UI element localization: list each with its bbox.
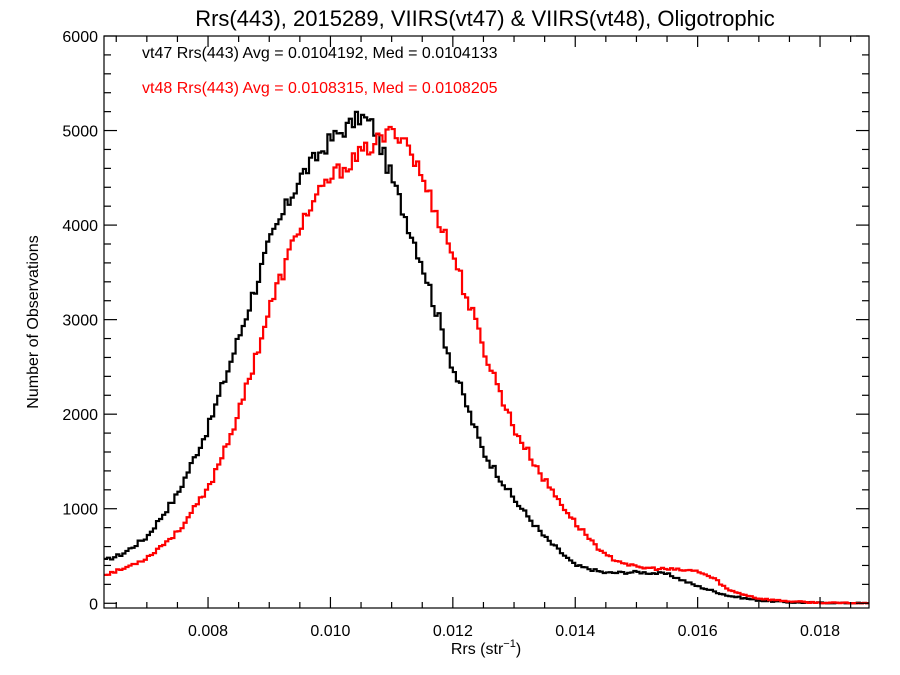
annotation-vt47: vt47 Rrs(443) Avg = 0.0104192, Med = 0.0… [142,45,498,62]
x-tick-label: 0.018 [800,623,840,640]
x-tick-label: 0.012 [433,623,473,640]
y-tick-label: 4000 [62,218,98,235]
annotation-vt48: vt48 Rrs(443) Avg = 0.0108315, Med = 0.0… [142,80,498,97]
series-line-vt47 [104,110,869,605]
tick-layer: 0.008 0.010 0.012 0.014 0.016 0.018 0 1000 2000 3… [62,29,869,640]
y-tick-label: 3000 [62,313,98,330]
x-tick-label: 0.008 [188,623,228,640]
series-layer [104,110,869,605]
x-tick-label: 0.016 [678,623,718,640]
y-tick-label: 0 [89,596,98,613]
x-tick-label: 0.014 [555,623,595,640]
x-axis-label: Rrs (str−1) [451,638,521,658]
y-tick-label: 5000 [62,124,98,141]
series-line-vt48 [104,125,869,605]
y-axis-label: Number of Observations [25,235,42,408]
plot-frame [103,35,870,609]
y-tick-label: 2000 [62,407,98,424]
x-tick-label: 0.010 [310,623,350,640]
y-tick-label: 6000 [62,29,98,46]
chart-title: Rrs(443), 2015289, VIIRS(vt47) & VIIRS(v… [195,6,775,31]
x-axis-label-superscript: −1 [503,638,516,650]
y-tick-label: 1000 [62,502,98,519]
